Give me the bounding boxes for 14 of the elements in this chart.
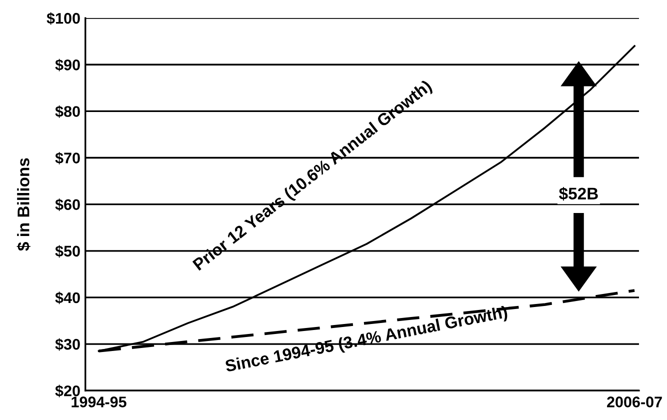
y-tick-label: $30	[55, 338, 80, 351]
annotation: $52B	[559, 186, 598, 201]
y-tick-label: $70	[55, 152, 80, 164]
y-tick-label: $60	[55, 198, 80, 211]
y-tick-label: $100	[46, 12, 80, 25]
x-tick-label: 1994-95	[72, 396, 126, 408]
text: Since 1994-95 (3.4% Annual Growth)	[224, 305, 508, 376]
y-tick-label: $80	[55, 105, 80, 118]
y-tick-label: $20	[55, 384, 80, 398]
y-tick-label: $90	[55, 58, 80, 72]
y-axis-title: $ in Billions	[16, 158, 30, 251]
x-tick-label: 2006-07	[607, 396, 662, 408]
y-tick-label: $50	[55, 245, 80, 258]
y-tick-label: $40	[55, 292, 80, 304]
